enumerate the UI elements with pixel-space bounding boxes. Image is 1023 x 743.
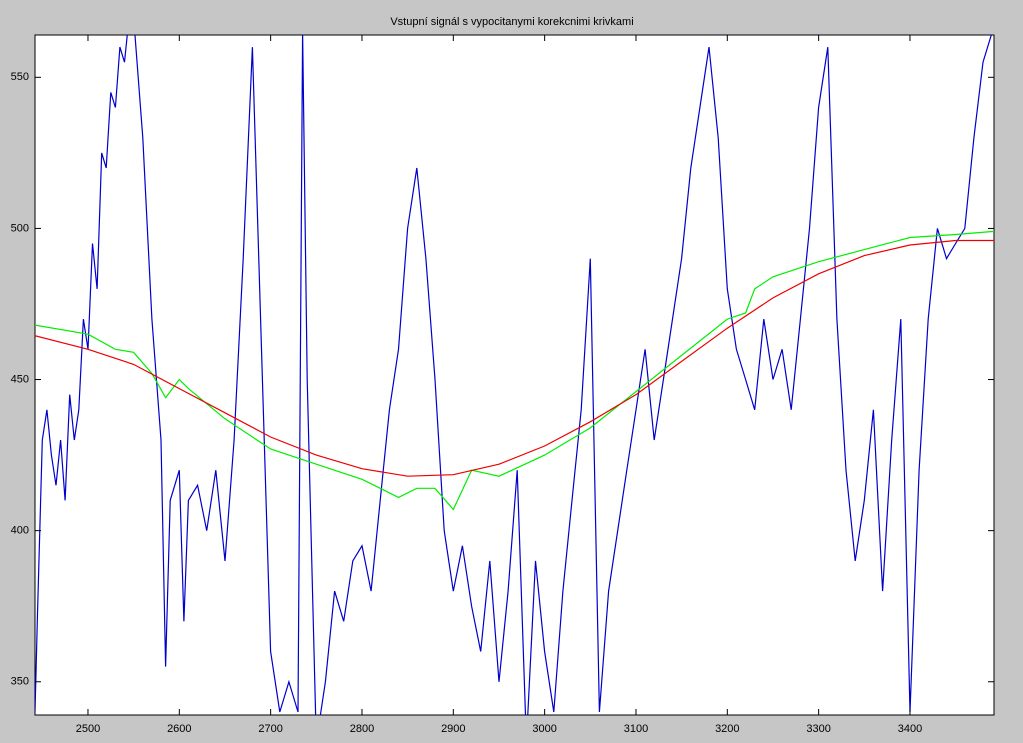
series-line	[35, 239, 994, 477]
x-tick-label: 3100	[624, 723, 648, 735]
series-line	[35, 230, 994, 511]
x-tick-label: 2800	[350, 723, 374, 735]
y-tick-label: 400	[11, 525, 29, 537]
plot-lines	[35, 35, 994, 715]
x-tick-label: 3400	[898, 723, 922, 735]
chart-title: Vstupní signál s vypocitanymi korekcnimi…	[390, 16, 633, 28]
x-tick-label: 2600	[167, 723, 191, 735]
y-tick-label: 550	[11, 71, 29, 83]
x-tick-label: 2700	[258, 723, 282, 735]
y-tick-label: 500	[11, 222, 29, 234]
y-tick-label: 350	[11, 676, 29, 688]
x-tick-label: 3200	[715, 723, 739, 735]
x-tick-label: 3300	[806, 723, 830, 735]
y-tick-label: 450	[11, 373, 29, 385]
x-tick-label: 2900	[441, 723, 465, 735]
x-tick-label: 2500	[76, 723, 100, 735]
series-line	[35, 35, 992, 715]
x-tick-label: 3000	[532, 723, 556, 735]
plot-area	[34, 34, 995, 716]
